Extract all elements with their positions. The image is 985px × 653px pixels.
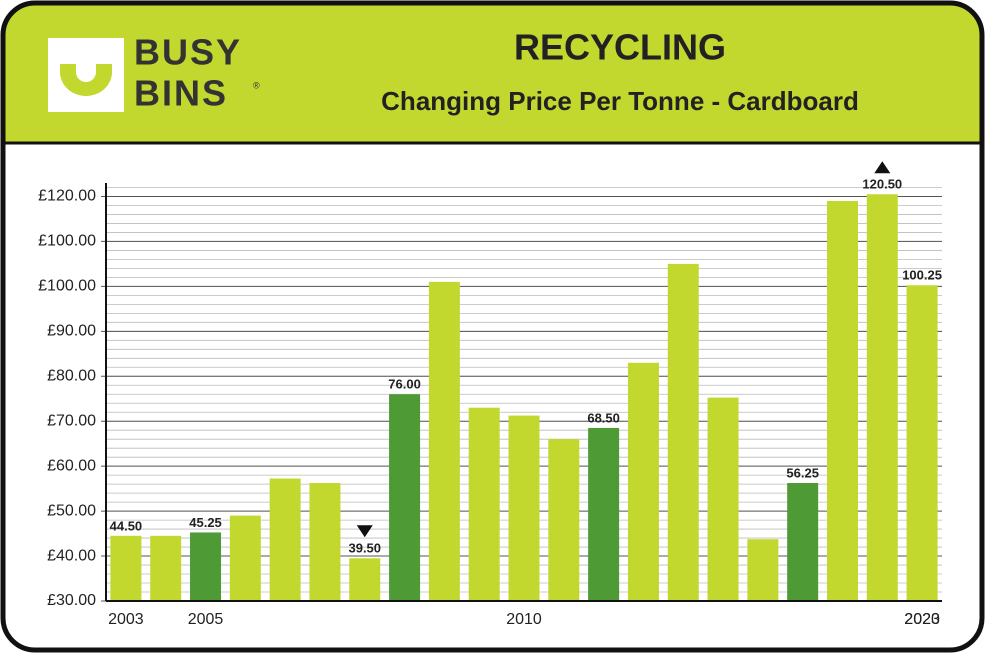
bar [468, 407, 500, 601]
logo-mark: ® [253, 80, 260, 90]
y-tick-label: £30.00 [47, 592, 96, 609]
value-label: 100.25 [902, 268, 942, 283]
bar [906, 285, 938, 601]
x-tick-label: 2020 [904, 611, 940, 628]
bar [667, 263, 699, 601]
value-label: 76.00 [388, 377, 421, 392]
logo: BUSY BINS ® [48, 32, 260, 114]
value-label: 56.25 [786, 465, 819, 480]
value-label: 44.50 [110, 518, 143, 533]
y-tick-label: £60.00 [47, 457, 96, 474]
y-tick-label: £120.00 [38, 188, 96, 205]
bar [110, 535, 142, 601]
logo-text: BINS [134, 73, 228, 114]
value-label: 39.50 [348, 541, 381, 556]
bar [548, 439, 580, 601]
logo-icon [60, 64, 112, 96]
bar [428, 281, 460, 601]
bar [389, 394, 421, 601]
bar [627, 362, 659, 601]
bar [747, 539, 779, 601]
bar [190, 532, 222, 601]
bar [826, 200, 858, 601]
x-tick-label: 2003 [108, 611, 144, 628]
x-tick-label: 2023 [904, 611, 940, 628]
value-label: 45.25 [189, 515, 222, 530]
bar [269, 478, 301, 601]
y-tick-label: £80.00 [47, 367, 96, 384]
x-tick-label: 2005 [188, 611, 224, 628]
x-tick-label: 2010 [506, 611, 542, 628]
logo-text: BUSY [134, 32, 242, 73]
bar [150, 535, 182, 601]
y-tick-label: £100.00 [38, 233, 96, 250]
logo-box [48, 38, 124, 112]
bar [309, 483, 341, 601]
y-tick-label: £90.00 [47, 323, 96, 340]
bar [349, 558, 381, 601]
value-label: 68.50 [587, 410, 620, 425]
frame [3, 3, 982, 145]
chart-title: RECYCLING [514, 27, 726, 68]
bar [588, 427, 620, 601]
chart-subtitle: Changing Price Per Tonne - Cardboard [381, 86, 859, 116]
marker [356, 525, 373, 538]
y-tick-label: £40.00 [47, 547, 96, 564]
marker [874, 161, 891, 174]
y-tick-label: £50.00 [47, 502, 96, 519]
value-label: 120.50 [862, 177, 902, 192]
y-tick-label: £70.00 [47, 412, 96, 429]
bar [229, 515, 261, 601]
bar [508, 415, 540, 601]
y-tick-label: £100.00 [38, 278, 96, 295]
header [3, 3, 982, 143]
bar [787, 483, 819, 601]
bar [866, 194, 898, 601]
bar [707, 397, 739, 601]
